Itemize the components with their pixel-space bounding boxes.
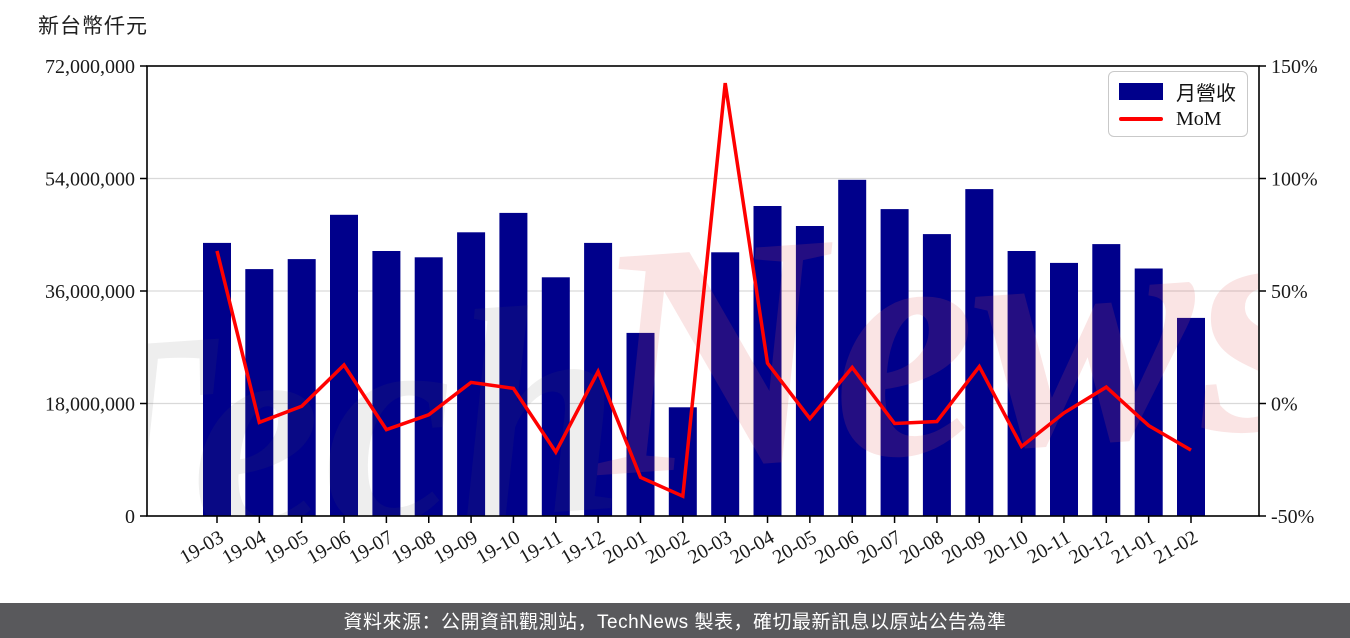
revenue-bar-20-05 <box>795 226 824 516</box>
revenue-bar-20-10 <box>1007 251 1036 516</box>
revenue-bar-20-11 <box>1050 262 1078 516</box>
y-tick-label-right: 150% <box>1271 56 1318 78</box>
revenue-bar-20-09 <box>965 189 994 516</box>
x-tick-label-20-11: 20-11 <box>1024 526 1075 568</box>
x-tick-label-19-06: 19-06 <box>303 526 354 568</box>
legend-entry-mom: MoM <box>1119 108 1237 131</box>
y-tick-label-left: 54,000,000 <box>45 169 135 191</box>
x-tick-label-20-02: 20-02 <box>642 526 693 568</box>
footer-text: 資料來源：公開資訊觀測站，TechNews 製表，確切最新訊息以原站公告為準 <box>343 612 1007 633</box>
legend-entry-revenue: 月營收 <box>1119 77 1237 106</box>
x-tick-label-19-03: 19-03 <box>176 526 227 568</box>
watermark-text-pink: News <box>574 132 1336 548</box>
revenue-bar-20-03 <box>711 252 740 517</box>
x-tick-label-20-10: 20-10 <box>981 526 1032 568</box>
x-tick-label-21-02: 21-02 <box>1150 526 1201 568</box>
x-tick-label-19-10: 19-10 <box>473 526 524 568</box>
x-tick-label-20-09: 20-09 <box>938 526 989 568</box>
x-tick-label-19-11: 19-11 <box>516 526 567 568</box>
y-tick-label-right: 100% <box>1271 169 1318 191</box>
revenue-bar-20-06 <box>838 179 867 517</box>
source-footer: 資料來源：公開資訊觀測站，TechNews 製表，確切最新訊息以原站公告為準 <box>0 603 1350 638</box>
x-tick-label-20-08: 20-08 <box>896 526 947 568</box>
revenue-bar-19-08 <box>414 257 443 517</box>
y-tick-label-right: 50% <box>1271 281 1308 303</box>
legend-bar-label: 月營收 <box>1176 83 1236 106</box>
y-axis-unit-label: 新台幣仟元 <box>38 15 148 38</box>
x-tick-label-20-04: 20-04 <box>727 526 778 568</box>
x-tick-label-19-08: 19-08 <box>388 526 439 568</box>
revenue-bar-20-08 <box>922 234 951 516</box>
y-tick-label-left: 72,000,000 <box>45 56 135 78</box>
revenue-mom-chart: TechNews018,000,00036,000,00054,000,0007… <box>21 56 1336 603</box>
revenue-bar-19-11 <box>541 277 570 517</box>
revenue-bar-21-02 <box>1177 317 1205 516</box>
y-tick-label-left: 0 <box>125 506 135 528</box>
y-tick-label-right: -50% <box>1271 506 1314 528</box>
x-tick-label-20-05: 20-05 <box>769 526 820 568</box>
y-tick-label-left: 18,000,000 <box>45 394 135 416</box>
mom-line <box>215 82 1192 499</box>
x-tick-label-19-04: 19-04 <box>218 526 269 568</box>
y-tick-label-left: 36,000,000 <box>45 281 135 303</box>
x-tick-label-19-12: 19-12 <box>557 526 608 568</box>
revenue-bar-20-01 <box>626 332 655 516</box>
watermark: TechNews <box>21 132 1336 603</box>
revenue-bar-19-09 <box>457 232 486 517</box>
legend: 月營收 MoM <box>1108 71 1248 137</box>
revenue-bar-21-01 <box>1134 268 1163 516</box>
revenue-bar-19-07 <box>372 251 401 516</box>
revenue-bar-20-12 <box>1092 244 1121 516</box>
revenue-bar-19-12 <box>584 242 613 516</box>
x-tick-label-20-01: 20-01 <box>600 526 651 568</box>
x-tick-label-19-07: 19-07 <box>345 526 396 568</box>
x-tick-label-20-07: 20-07 <box>854 526 905 568</box>
revenue-bar-19-05 <box>287 259 316 516</box>
watermark-text-gray: Tech <box>21 241 632 603</box>
legend-line-swatch <box>1119 117 1163 122</box>
x-tick-label-20-03: 20-03 <box>684 526 735 568</box>
x-tick-label-21-01: 21-01 <box>1108 526 1159 568</box>
legend-line-label: MoM <box>1176 107 1222 130</box>
revenue-bar-20-07 <box>880 209 909 516</box>
legend-bar-swatch <box>1119 83 1163 101</box>
x-tick-label-19-05: 19-05 <box>261 526 312 568</box>
revenue-bar-19-10 <box>499 212 528 516</box>
x-tick-label-20-06: 20-06 <box>811 526 862 568</box>
revenue-bar-19-04 <box>245 269 274 516</box>
x-tick-label-20-12: 20-12 <box>1065 526 1116 568</box>
x-tick-label-19-09: 19-09 <box>430 526 481 568</box>
y-tick-label-right: 0% <box>1271 394 1298 416</box>
